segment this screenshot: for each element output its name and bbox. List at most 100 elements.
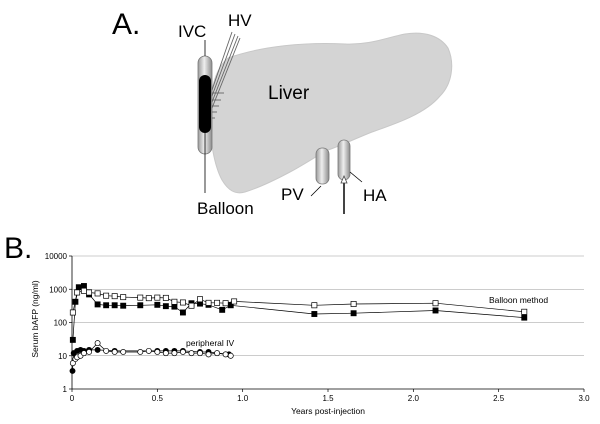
ha-vessel — [337, 139, 351, 181]
data-point — [69, 360, 76, 367]
data-point — [69, 367, 76, 374]
data-point — [222, 351, 229, 358]
chart-grid — [72, 255, 584, 357]
data-point — [69, 336, 76, 343]
data-point — [162, 303, 169, 310]
data-point — [162, 350, 169, 357]
balloon — [199, 75, 211, 133]
data-point — [145, 347, 152, 354]
hv-label: HV — [228, 11, 252, 30]
data-point — [205, 299, 212, 306]
data-point — [69, 309, 76, 316]
liver-label: Liver — [268, 83, 310, 104]
y-tick-label: 1000 — [49, 285, 67, 294]
data-point — [103, 302, 110, 309]
data-point — [111, 302, 118, 309]
data-point — [188, 350, 195, 357]
data-point — [171, 350, 178, 357]
data-point — [137, 294, 144, 301]
y-axis-title: Serum bAFP (ng/ml) — [30, 280, 40, 357]
data-point — [94, 290, 101, 297]
ha-leader — [349, 171, 363, 183]
data-point — [94, 346, 101, 353]
annotation-balloon-method: Balloon method — [489, 295, 548, 305]
x-tick-label: 3.0 — [578, 394, 590, 403]
x-tick-label: 1.0 — [237, 394, 249, 403]
panel-b-label: B. — [4, 232, 32, 265]
data-point — [179, 299, 186, 306]
y-tick-label: 1 — [63, 385, 68, 394]
data-point — [154, 349, 161, 355]
data-point — [94, 301, 101, 308]
data-point — [94, 340, 101, 347]
data-point — [214, 299, 221, 306]
data-point — [120, 294, 127, 301]
annotation-peripheral-iv: peripheral IV — [186, 338, 235, 348]
data-point — [311, 311, 318, 317]
data-point — [86, 349, 93, 355]
ivc-label: IVC — [178, 22, 206, 41]
chart-axes — [69, 255, 585, 392]
liver-diagram: A. IVC HV — [112, 8, 453, 218]
data-point — [111, 293, 118, 300]
data-point — [137, 349, 144, 355]
data-point — [154, 294, 161, 301]
x-tick-label: 1.5 — [322, 394, 334, 403]
data-point — [75, 284, 82, 291]
data-point — [162, 294, 169, 301]
x-tick-label: 2.5 — [493, 394, 505, 403]
x-tick-label: 2.0 — [408, 394, 420, 403]
data-point — [103, 347, 110, 354]
data-point — [197, 350, 203, 357]
pv-label: PV — [281, 185, 304, 204]
x-tick-label: 0.5 — [152, 394, 164, 403]
data-point — [111, 349, 118, 355]
data-point — [521, 308, 528, 315]
panel-a-label: A. — [112, 8, 140, 41]
x-tick-label: 0 — [70, 394, 75, 403]
data-point — [86, 289, 93, 296]
data-point — [80, 287, 87, 294]
data-point — [432, 300, 439, 307]
y-tick-label: 10000 — [45, 252, 68, 261]
data-point — [231, 298, 238, 305]
x-tick-labels: 0 0.5 1.0 1.5 2.0 2.5 3.0 — [70, 394, 590, 403]
series-circle-open — [69, 340, 234, 367]
data-point — [103, 292, 110, 299]
chart: B. 1 10 100 1000 10000 0 0.5 1.0 1.5 2.0 2.5 3.0 S… — [4, 232, 590, 416]
y-tick-label: 100 — [54, 319, 68, 328]
balloon-label: Balloon — [197, 199, 254, 218]
data-point — [432, 307, 439, 314]
pv-leader — [310, 185, 322, 197]
data-point — [80, 350, 87, 357]
ha-label: HA — [363, 186, 387, 205]
ha-catheter-tip — [340, 174, 348, 184]
hv-vessels — [211, 31, 241, 119]
data-point — [205, 351, 212, 358]
data-point — [350, 310, 357, 317]
chart-series — [69, 283, 528, 374]
data-point — [179, 309, 186, 316]
data-point — [311, 302, 318, 309]
data-point — [74, 289, 81, 296]
data-point — [171, 298, 178, 305]
data-point — [137, 302, 144, 309]
x-axis-title: Years post-injection — [291, 406, 365, 416]
data-point — [120, 302, 127, 309]
data-point — [222, 300, 229, 307]
data-point — [188, 302, 195, 309]
data-point — [350, 301, 357, 307]
series-line — [72, 285, 525, 340]
data-point — [197, 296, 203, 303]
y-tick-label: 10 — [58, 352, 67, 361]
pv-vessel — [315, 147, 330, 185]
series-square-filled — [69, 283, 528, 343]
data-point — [521, 314, 528, 321]
y-tick-labels: 1 10 100 1000 10000 — [45, 252, 68, 394]
data-point — [179, 349, 186, 355]
series-square-open — [69, 287, 528, 316]
data-point — [154, 301, 161, 308]
data-point — [120, 349, 127, 355]
liver-shape — [209, 32, 453, 194]
